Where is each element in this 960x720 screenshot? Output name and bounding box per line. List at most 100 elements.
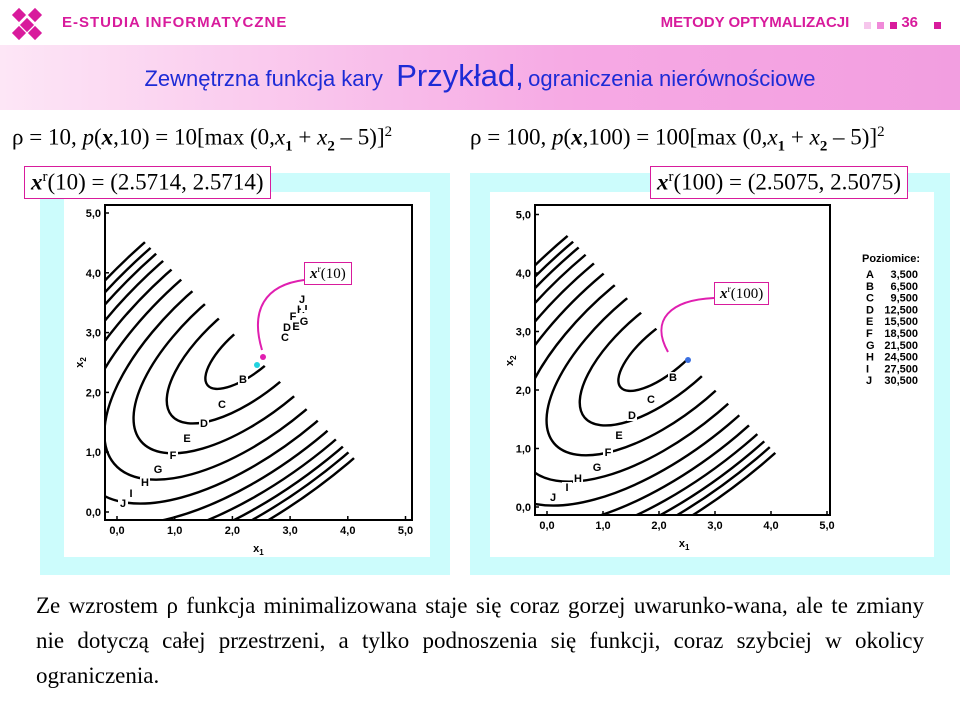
legend-level: J	[866, 375, 872, 387]
optimum-point	[260, 354, 266, 360]
y-tick-label: 3,0	[516, 327, 531, 339]
text-piece: +	[785, 124, 810, 150]
label-bg	[153, 464, 163, 475]
x-axis-letter: x	[253, 543, 260, 555]
label-bg	[614, 430, 624, 441]
text-piece: (10)	[320, 266, 346, 282]
text-piece: x	[317, 124, 328, 150]
contour-label: F	[170, 450, 177, 462]
x-tick-label: 4,0	[340, 525, 355, 537]
label-bg	[238, 374, 248, 385]
label-bg	[280, 332, 290, 343]
optimum-point	[254, 362, 260, 368]
y-axis-letter: x	[504, 359, 516, 366]
x-tick-label: 0,0	[539, 520, 554, 532]
pointer-arrow	[660, 297, 715, 353]
label-bg	[140, 477, 150, 488]
label-bg	[668, 372, 678, 383]
course-header: METODY OPTYMALIZACJI 36	[661, 14, 932, 31]
text-piece: x	[720, 286, 728, 302]
x-tick-label: 5,0	[398, 525, 413, 537]
y-axis-label: x2	[504, 355, 518, 366]
text-piece: (10) = (2.5714, 2.5714)	[47, 169, 264, 195]
title-main: Przykład,	[396, 58, 524, 93]
legend-level: I	[866, 363, 869, 375]
contour-label: B	[239, 374, 247, 386]
formula: ρ = 100, p(x,100) = 100[max (0,x1 + x2 –…	[470, 124, 885, 155]
x-axis-label: x1	[679, 538, 690, 552]
legend-value: 3,500	[890, 269, 918, 281]
label-bg	[291, 321, 301, 332]
text-piece: x	[571, 124, 583, 150]
y-tick-label: 0,0	[86, 507, 101, 519]
text-piece: p	[82, 124, 94, 150]
text-piece: +	[292, 124, 318, 150]
label-bg	[592, 462, 602, 473]
legend-value: 6,500	[890, 281, 918, 293]
legend-value: 27,500	[884, 363, 918, 375]
course: METODY OPTYMALIZACJI	[660, 14, 850, 31]
legend-level: B	[866, 281, 874, 293]
label-bg	[126, 488, 136, 499]
y-axis-letter: x	[74, 361, 86, 368]
text-piece: x	[310, 266, 318, 282]
text-piece: x	[809, 124, 820, 150]
contour-label: F	[290, 311, 297, 323]
x-tick-label: 2,0	[225, 525, 240, 537]
legend-value: 9,500	[890, 293, 918, 305]
legend-value: 12,500	[884, 304, 918, 316]
label-bg	[562, 482, 572, 493]
contour-label: G	[300, 316, 309, 328]
page-squares	[864, 22, 941, 29]
text-piece: 2	[877, 124, 885, 140]
legend-title: Poziomice:	[862, 253, 920, 265]
contour-label: D	[628, 410, 636, 422]
legend-level: F	[866, 328, 873, 340]
contour-label: H	[574, 473, 582, 485]
y-axis-sub: 2	[509, 355, 518, 360]
title: Zewnętrzna funkcja kary Przykład, ograni…	[0, 58, 960, 94]
text-piece: r	[727, 284, 731, 295]
text-piece: x	[31, 169, 43, 195]
text-piece: ρ = 100,	[470, 124, 552, 150]
text-piece: ρ = 10,	[12, 124, 83, 150]
x-tick-label: 3,0	[282, 525, 297, 537]
title-tail: ograniczenia nierównościowe	[528, 66, 816, 91]
contour-label: G	[593, 462, 602, 474]
legend-value: 18,500	[884, 328, 918, 340]
text-piece: 2	[384, 124, 393, 140]
text-piece: x	[767, 124, 778, 150]
text-piece: r	[668, 169, 674, 185]
contour-label: I	[304, 301, 307, 313]
text-piece: r	[42, 169, 48, 185]
text-piece: x	[657, 169, 669, 195]
plot-frame	[104, 204, 413, 521]
legend-level: E	[866, 316, 873, 328]
text-piece: (	[563, 124, 572, 150]
label-bg	[301, 301, 311, 312]
y-tick-label: 5,0	[86, 208, 101, 220]
legend-value: 30,500	[884, 375, 918, 387]
text-piece: (100)	[730, 286, 764, 302]
label-bg	[573, 473, 583, 484]
label-bg	[297, 294, 307, 305]
result-box: xr(10) = (2.5714, 2.5714)	[24, 166, 271, 199]
title-lead: Zewnętrzna funkcja kary	[144, 66, 383, 91]
legend-level: H	[866, 352, 874, 364]
contour	[535, 205, 830, 515]
title-band	[0, 45, 960, 110]
contour-label: J	[550, 492, 556, 504]
contour-label: B	[669, 372, 677, 384]
label-bg	[288, 311, 298, 322]
contour-label: G	[154, 464, 163, 476]
legend-value: 21,500	[884, 340, 918, 352]
label-bg	[282, 322, 292, 333]
text-piece: 2	[819, 138, 828, 155]
y-tick-label: 2,0	[516, 385, 531, 397]
contour-label: C	[281, 332, 289, 344]
contour-label: I	[565, 482, 568, 494]
text-piece: – 5)]	[827, 124, 878, 150]
text-piece: 2	[327, 138, 335, 155]
text-piece: (	[93, 124, 102, 150]
